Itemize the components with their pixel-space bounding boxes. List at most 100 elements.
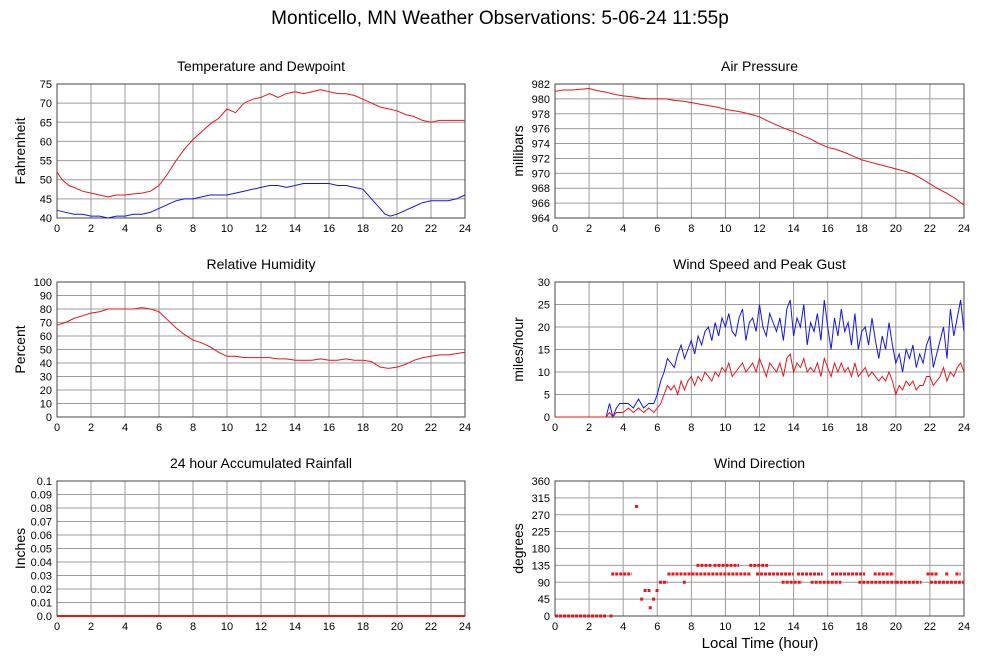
y-tick-label: 0.01 <box>31 598 52 610</box>
y-tick-label: 90 <box>40 291 52 303</box>
series-line-red <box>56 307 466 369</box>
x-tick-label: 20 <box>890 621 902 633</box>
y-tick-label: 70 <box>40 318 52 330</box>
x-tick-label: 2 <box>586 223 592 235</box>
y-tick-label: 20 <box>40 385 52 397</box>
x-tick-label: 16 <box>323 223 335 235</box>
x-tick-label: 4 <box>122 621 128 633</box>
x-tick-label: 2 <box>586 621 592 633</box>
plot-frame <box>554 83 965 219</box>
y-tick-label: 0.08 <box>31 503 52 515</box>
y-tick-label: 20 <box>538 322 550 334</box>
series-line-blue <box>555 299 965 419</box>
x-tick-label: 6 <box>654 223 660 235</box>
plot-frame <box>554 281 965 418</box>
y-tick-label: 0.0 <box>37 611 52 623</box>
x-tick-label: 2 <box>88 422 94 434</box>
plot-frame <box>56 83 466 219</box>
x-tick-label: 12 <box>255 223 267 235</box>
y-tick-label: 966 <box>532 198 550 210</box>
y-tick-label: 5 <box>544 390 550 402</box>
y-tick-label: 90 <box>538 577 550 589</box>
y-tick-label: 30 <box>538 277 550 289</box>
plot-frame <box>56 281 466 418</box>
y-tick-label: 40 <box>40 358 52 370</box>
x-tick-label: 8 <box>190 223 196 235</box>
y-tick-label: 0 <box>46 412 52 424</box>
x-tick-label: 18 <box>856 422 868 434</box>
y-tick-label: 10 <box>40 399 52 411</box>
x-tick-label: 0 <box>54 621 60 633</box>
x-tick-label: 22 <box>924 422 936 434</box>
chart-title: Wind Speed and Peak Gust <box>673 256 846 272</box>
page-title: Monticello, MN Weather Observations: 5-0… <box>271 8 729 29</box>
y-tick-label: 50 <box>40 175 52 187</box>
x-tick-label: 14 <box>787 621 799 633</box>
y-tick-label: 315 <box>532 493 550 505</box>
x-tick-label: 16 <box>822 422 834 434</box>
x-tick-label: 20 <box>890 223 902 235</box>
series-line-red <box>555 352 965 418</box>
x-tick-label: 24 <box>958 422 970 434</box>
x-tick-label: 0 <box>552 422 558 434</box>
y-tick-label: 0.04 <box>31 557 52 569</box>
x-tick-label: 10 <box>719 223 731 235</box>
y-axis-label: Fahrenheit <box>12 117 28 184</box>
x-tick-label: 4 <box>122 223 128 235</box>
x-tick-label: 12 <box>753 223 765 235</box>
plot-frame <box>554 480 965 617</box>
x-tick-label: 0 <box>54 223 60 235</box>
x-tick-label: 0 <box>552 621 558 633</box>
x-tick-label: 18 <box>856 621 868 633</box>
x-tick-label: 12 <box>753 621 765 633</box>
y-tick-label: 10 <box>538 367 550 379</box>
y-tick-label: 974 <box>532 139 550 151</box>
x-tick-label: 8 <box>688 223 694 235</box>
y-axis-label: miles/hour <box>510 317 526 382</box>
y-tick-label: 0.07 <box>31 517 52 529</box>
y-tick-label: 976 <box>532 124 550 136</box>
y-tick-label: 978 <box>532 109 550 121</box>
x-tick-label: 14 <box>289 621 301 633</box>
y-tick-label: 45 <box>538 594 550 606</box>
chart-title: Air Pressure <box>721 58 798 74</box>
x-tick-label: 0 <box>552 223 558 235</box>
y-tick-label: 100 <box>34 277 52 289</box>
chart-title: Relative Humidity <box>207 256 316 272</box>
y-axis-label: Inches <box>12 528 28 569</box>
y-tick-label: 80 <box>40 304 52 316</box>
x-tick-label: 4 <box>620 621 626 633</box>
y-tick-label: 968 <box>532 183 550 195</box>
x-tick-label: 18 <box>856 223 868 235</box>
series-line-blue <box>56 183 466 219</box>
x-tick-label: 6 <box>156 223 162 235</box>
x-tick-label: 24 <box>459 422 471 434</box>
y-tick-label: 0 <box>544 412 550 424</box>
x-tick-label: 10 <box>221 223 233 235</box>
x-tick-label: 22 <box>425 621 437 633</box>
chart-title: Wind Direction <box>714 455 805 471</box>
y-tick-label: 360 <box>532 476 550 488</box>
x-tick-label: 10 <box>221 422 233 434</box>
series-line-red <box>554 87 965 206</box>
series-line-red <box>56 89 465 198</box>
x-tick-label: 6 <box>654 621 660 633</box>
x-tick-label: 14 <box>787 422 799 434</box>
x-tick-label: 6 <box>654 422 660 434</box>
x-tick-label: 8 <box>190 422 196 434</box>
x-tick-label: 20 <box>890 422 902 434</box>
x-tick-label: 16 <box>822 223 834 235</box>
x-tick-label: 24 <box>459 621 471 633</box>
x-tick-label: 14 <box>787 223 799 235</box>
x-tick-label: 18 <box>357 223 369 235</box>
x-tick-label: 18 <box>357 422 369 434</box>
y-tick-label: 55 <box>40 156 52 168</box>
y-tick-label: 50 <box>40 345 52 357</box>
x-tick-label: 8 <box>688 621 694 633</box>
x-tick-label: 2 <box>586 422 592 434</box>
y-tick-label: 40 <box>40 213 52 225</box>
